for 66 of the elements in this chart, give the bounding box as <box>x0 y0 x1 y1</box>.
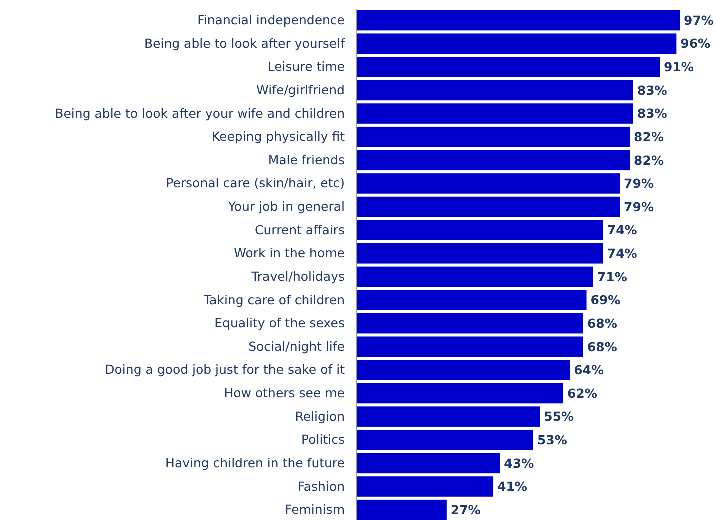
data-label: 43% <box>504 456 535 471</box>
bar <box>357 126 630 148</box>
y-tick-label: Fashion <box>298 478 345 494</box>
y-tick-label: Being able to look after yourself <box>144 36 346 51</box>
data-label: 64% <box>574 362 605 378</box>
bar <box>357 196 620 218</box>
bar <box>357 360 570 380</box>
bar <box>357 57 660 78</box>
y-tick-label: Feminism <box>285 502 345 518</box>
y-tick-label: Wife/girlfriend <box>256 82 345 98</box>
bar <box>357 476 494 497</box>
data-label: 68% <box>587 339 618 354</box>
data-label: 68% <box>587 316 618 331</box>
data-label: 53% <box>537 432 568 448</box>
y-tick-label: Personal care (skin/hair, etc) <box>166 176 345 191</box>
data-label: 69% <box>590 292 622 308</box>
y-tick-label: Equality of the sexes <box>214 316 345 331</box>
bar <box>357 34 677 54</box>
y-tick-label: Having children in the future <box>166 455 346 470</box>
bar <box>357 174 620 194</box>
bar <box>357 383 564 404</box>
y-tick-label: Politics <box>302 432 345 448</box>
data-label: 91% <box>664 60 694 75</box>
data-label: 55% <box>544 409 575 424</box>
data-label: 82% <box>634 152 664 168</box>
data-label: 97% <box>684 12 714 28</box>
data-label: 83% <box>637 82 668 98</box>
y-tick-label: Being able to look after your wife and children <box>55 106 345 121</box>
y-tick-label: Male friends <box>268 152 345 168</box>
bar <box>357 220 604 240</box>
bar <box>357 244 604 264</box>
data-label: 74% <box>607 246 638 262</box>
bar <box>357 80 634 101</box>
y-tick-label: Doing a good job just for the sake of it <box>105 362 346 378</box>
y-tick-label: How others see me <box>224 386 346 401</box>
y-tick-label: Taking care of children <box>202 292 345 308</box>
bar <box>357 104 634 124</box>
y-tick-label: Current affairs <box>255 222 345 238</box>
data-label: 41% <box>498 479 528 494</box>
y-tick-label: Work in the home <box>234 246 346 261</box>
bar <box>357 266 594 288</box>
data-label: 82% <box>634 129 664 144</box>
bar <box>357 290 587 310</box>
y-tick-label: Travel/holidays <box>250 268 345 284</box>
bar <box>357 453 500 474</box>
data-label: 74% <box>607 222 638 238</box>
data-label: 96% <box>680 36 712 52</box>
y-tick-label: Your job in general <box>227 199 345 214</box>
bar <box>357 10 680 31</box>
bar <box>357 150 630 171</box>
bar <box>357 336 584 358</box>
bar <box>357 313 584 334</box>
y-tick-label: Religion <box>295 408 345 424</box>
data-label: 27% <box>450 502 482 518</box>
bar <box>357 500 447 520</box>
y-tick-label: Financial independence <box>198 12 346 28</box>
data-label: 79% <box>624 199 654 214</box>
data-label: 79% <box>624 176 654 192</box>
y-tick-label: Leisure time <box>268 59 346 74</box>
bar <box>357 406 540 427</box>
data-label: 62% <box>567 386 598 401</box>
data-label: 71% <box>597 269 628 284</box>
bar <box>357 430 534 450</box>
data-label: 83% <box>637 106 668 122</box>
y-tick-label: Social/night life <box>248 338 346 354</box>
y-tick-label: Keeping physically fit <box>212 129 346 144</box>
